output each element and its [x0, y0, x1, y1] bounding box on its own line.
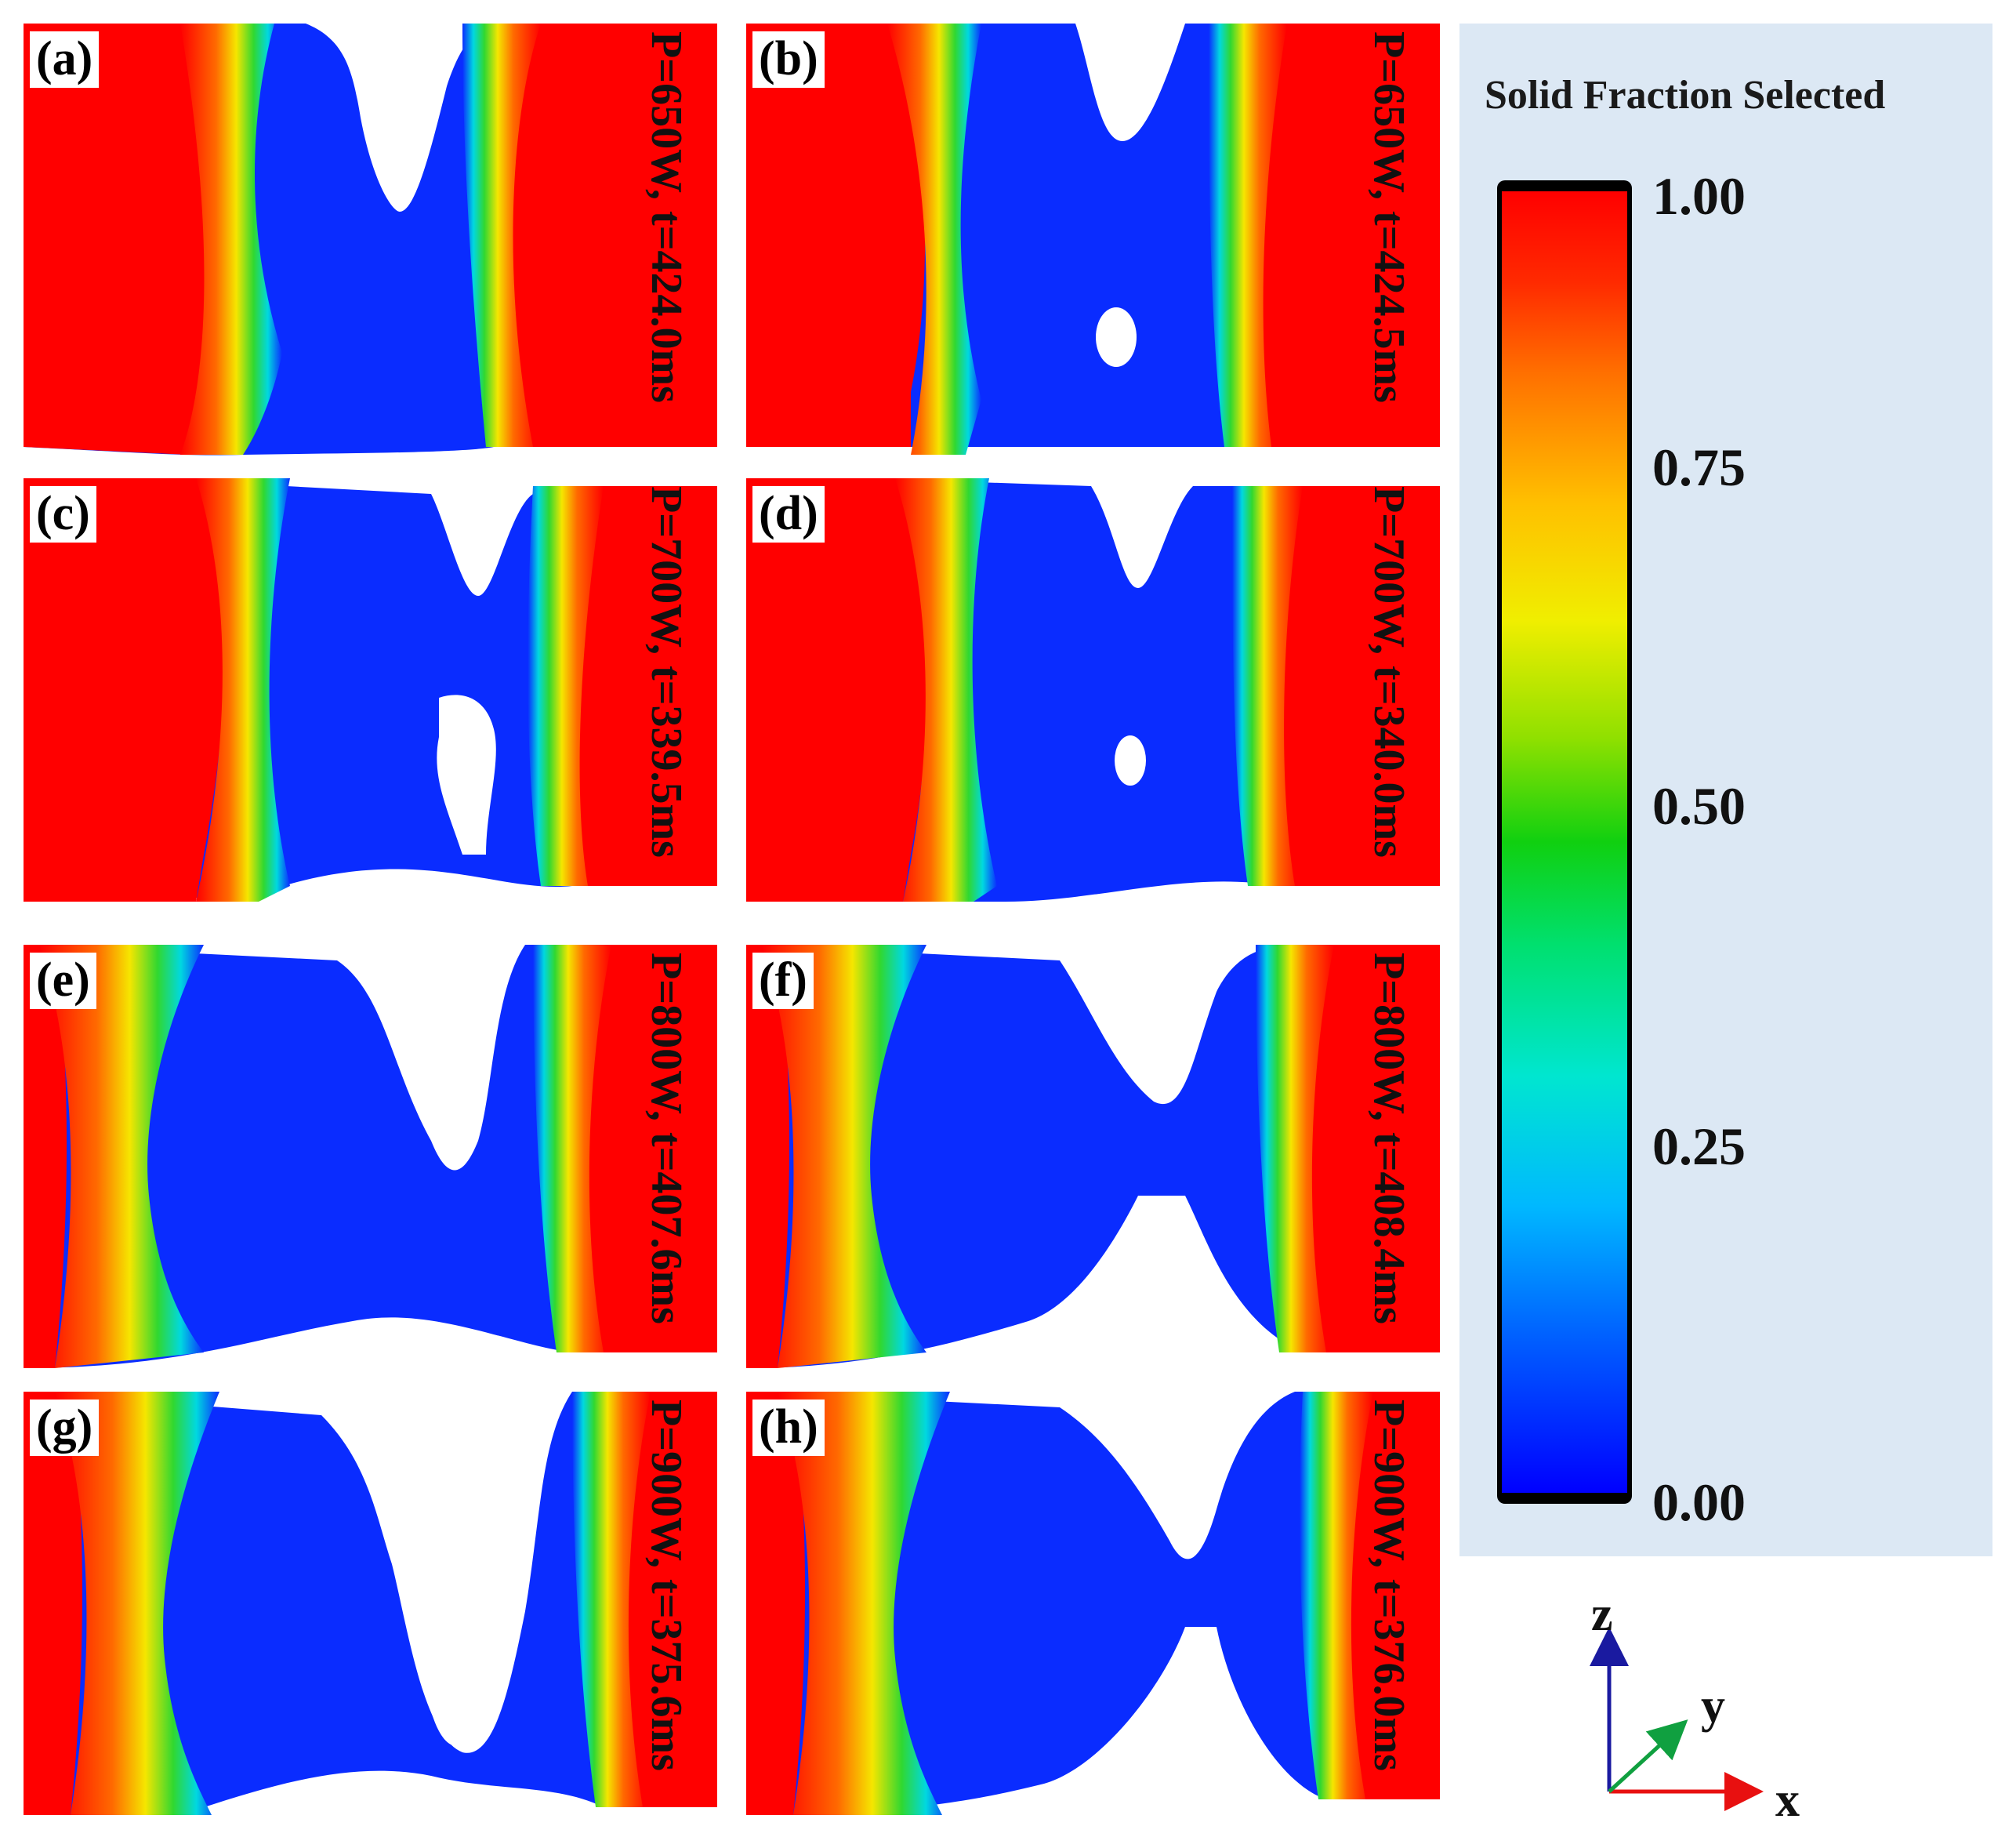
colorbar — [1497, 180, 1632, 1504]
panel-d: (d) P=700W, t=340.0ms — [746, 478, 1440, 917]
panel-caption-e: P=800W, t=407.6ms — [642, 953, 691, 1324]
panel-h: (h) P=900W, t=376.0ms — [746, 1392, 1440, 1831]
panel-caption-f: P=800W, t=408.4ms — [1365, 953, 1413, 1324]
melt-pool-plot-h — [746, 1392, 1440, 1815]
panel-b: (b) P=650W, t=424.5ms — [746, 24, 1440, 463]
z-axis-label: z — [1591, 1588, 1613, 1641]
panel-f: (f) P=800W, t=408.4ms — [746, 945, 1440, 1384]
panel-caption-b: P=650W, t=424.5ms — [1365, 31, 1413, 403]
panel-label-b: (b) — [752, 31, 825, 88]
melt-pool-plot-c — [24, 478, 717, 902]
melt-pool-plot-a — [24, 24, 717, 456]
colorbar-tick-1-00: 1.00 — [1652, 166, 1746, 226]
panel-label-d: (d) — [752, 486, 825, 543]
colorbar-tick-0-00: 0.00 — [1652, 1472, 1746, 1532]
y-axis-label: y — [1701, 1679, 1725, 1733]
melt-pool-plot-b — [746, 24, 1440, 455]
panel-caption-g: P=900W, t=375.6ms — [642, 1400, 691, 1771]
panel-label-a: (a) — [30, 31, 100, 88]
panel-c: (c) P=700W, t=339.5ms — [24, 478, 717, 917]
panel-label-f: (f) — [752, 953, 814, 1009]
panel-label-h: (h) — [752, 1400, 825, 1456]
panel-caption-d: P=700W, t=340.0ms — [1365, 486, 1413, 858]
panel-caption-a: P=650W, t=424.0ms — [642, 31, 691, 403]
colorbar-tick-0-75: 0.75 — [1652, 437, 1746, 497]
panel-label-e: (e) — [30, 953, 96, 1009]
melt-pool-plot-e — [24, 945, 717, 1368]
legend-title: Solid Fraction Selected — [1485, 73, 1886, 118]
colorbar-tick-0-50: 0.50 — [1652, 776, 1746, 836]
melt-pool-plot-f — [746, 945, 1440, 1368]
melt-pool-plot-g — [24, 1392, 717, 1815]
x-axis-label: x — [1775, 1773, 1800, 1827]
panel-a: (a) P=650W, t=424.0ms — [24, 24, 717, 463]
y-axis-arrow — [1608, 1719, 1688, 1793]
colorbar-legend: Solid Fraction Selected — [1459, 24, 1992, 1556]
melt-pool-plot-d — [746, 478, 1440, 902]
panel-caption-c: P=700W, t=339.5ms — [642, 486, 691, 858]
panel-e: (e) P=800W, t=407.6ms — [24, 945, 717, 1384]
panel-label-g: (g) — [30, 1400, 100, 1456]
panel-caption-h: P=900W, t=376.0ms — [1365, 1400, 1413, 1771]
coordinate-axes: z y x — [1568, 1584, 1818, 1824]
panel-label-c: (c) — [30, 486, 96, 543]
panel-g: (g) P=900W, t=375.6ms — [24, 1392, 717, 1831]
axes-arrows — [1590, 1627, 1764, 1811]
colorbar-tick-0-25: 0.25 — [1652, 1116, 1746, 1176]
